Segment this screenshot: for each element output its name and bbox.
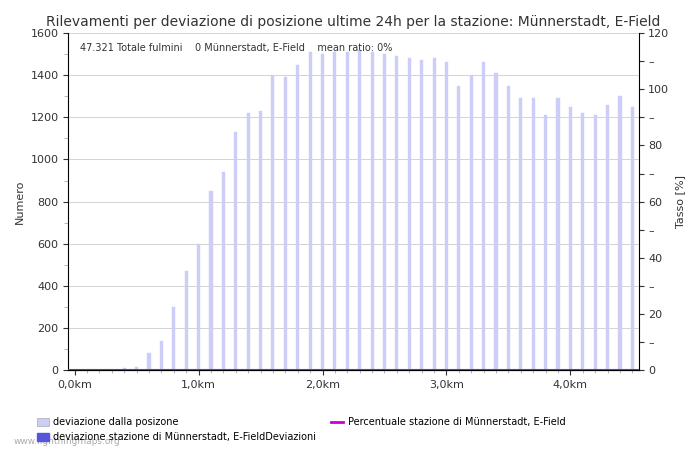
Bar — [246, 113, 250, 370]
Bar — [556, 98, 559, 370]
Legend: deviazione dalla posizone, deviazione stazione di Münnerstadt, E-FieldDeviazioni: deviazione dalla posizone, deviazione st… — [34, 414, 568, 445]
Bar — [234, 132, 237, 370]
Bar — [284, 77, 287, 370]
Bar — [594, 115, 597, 370]
Bar — [457, 86, 461, 370]
Bar — [358, 50, 361, 370]
Bar — [569, 107, 572, 370]
Bar — [407, 58, 411, 370]
Bar — [321, 54, 324, 370]
Bar — [482, 63, 485, 370]
Bar — [631, 107, 634, 370]
Bar — [309, 52, 312, 370]
Bar — [494, 73, 498, 370]
Bar — [395, 56, 398, 370]
Bar — [433, 58, 435, 370]
Bar — [185, 271, 188, 370]
Bar — [148, 353, 150, 370]
Bar — [209, 191, 213, 370]
Bar — [222, 172, 225, 370]
Bar — [507, 86, 510, 370]
Bar — [122, 368, 126, 370]
Bar — [445, 63, 448, 370]
Bar — [420, 60, 424, 370]
Bar — [197, 244, 200, 370]
Bar — [470, 75, 473, 370]
Bar — [619, 96, 622, 370]
Y-axis label: Numero: Numero — [15, 180, 25, 224]
Bar — [383, 54, 386, 370]
Bar — [333, 52, 337, 370]
Text: 47.321 Totale fulmini    0 Münnerstadt, E-Field    mean ratio: 0%: 47.321 Totale fulmini 0 Münnerstadt, E-F… — [80, 43, 392, 53]
Bar — [259, 111, 262, 370]
Bar — [346, 52, 349, 370]
Y-axis label: Tasso [%]: Tasso [%] — [675, 175, 685, 228]
Bar — [296, 64, 300, 370]
Bar — [160, 341, 163, 370]
Bar — [370, 52, 374, 370]
Bar — [532, 98, 535, 370]
Bar — [272, 75, 274, 370]
Bar — [544, 115, 547, 370]
Bar — [172, 307, 175, 370]
Text: www.lightningmaps.org: www.lightningmaps.org — [14, 436, 120, 446]
Title: Rilevamenti per deviazione di posizione ultime 24h per la stazione: Münnerstadt,: Rilevamenti per deviazione di posizione … — [46, 15, 661, 29]
Bar — [606, 105, 609, 370]
Bar — [519, 98, 522, 370]
Bar — [135, 367, 138, 370]
Bar — [581, 113, 584, 370]
